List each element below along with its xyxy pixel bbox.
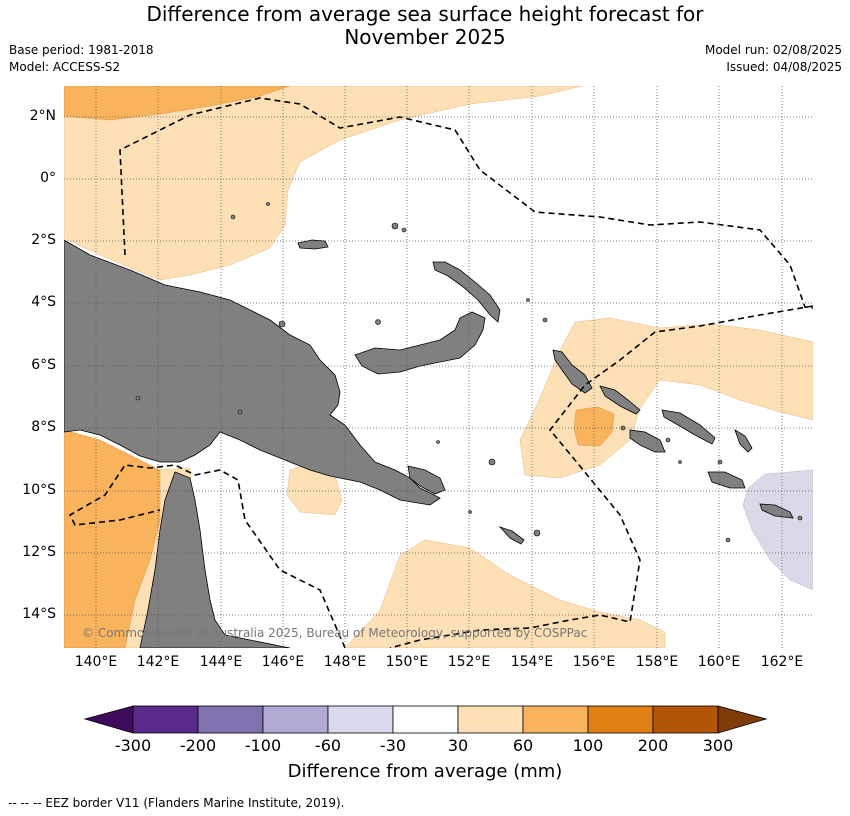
colorbar-bin-3 (262, 705, 329, 734)
title-line-1: Difference from average sea surface heig… (146, 2, 704, 26)
graticule (64, 86, 813, 648)
chart-title: Difference from average sea surface heig… (0, 3, 850, 49)
colorbar-bin-6 (457, 705, 524, 734)
land-choiseul (599, 385, 641, 415)
small-islands (135, 202, 803, 543)
anomaly-region-south (344, 539, 666, 648)
anomaly-region-north (64, 86, 583, 281)
issued-date: Issued: 04/08/2025 (726, 60, 842, 74)
land-new-ireland (432, 261, 501, 323)
lat-label: 4°S (31, 294, 56, 310)
lon-label: 140°E (74, 654, 118, 670)
lat-label: 10°S (22, 482, 56, 498)
meta-right: Model run: 02/08/2025 Issued: 04/08/2025 (705, 42, 842, 76)
base-period: Base period: 1981-2018 (9, 43, 154, 57)
colorbar-tick: 30 (447, 736, 469, 755)
lon-label: 148°E (323, 654, 367, 670)
lon-label: 160°E (697, 654, 741, 670)
copyright-notice: © Commonwealth of Australia 2025, Bureau… (82, 626, 588, 640)
meta-left: Base period: 1981-2018 Model: ACCESS-S2 (9, 42, 154, 76)
title-line-2: November 2025 (344, 25, 506, 49)
model-run: Model run: 02/08/2025 (704, 43, 842, 57)
land-new-guinea (64, 239, 441, 506)
colorbar-bin-1 (132, 705, 199, 734)
land-new-britain (354, 311, 486, 375)
anomaly-strong-north (64, 86, 291, 121)
colorbar-bin-8 (587, 705, 654, 734)
lon-label: 144°E (199, 654, 243, 670)
colorbar-extend-high (717, 705, 768, 734)
lat-label: 0° (40, 170, 56, 186)
lat-label: 2°N (29, 108, 56, 124)
land-cape-york (139, 471, 291, 648)
map-area (64, 86, 813, 648)
lon-label: 146°E (261, 654, 305, 670)
colorbar-tick: 60 (512, 736, 534, 755)
eez-legend-note: -- -- -- EEZ border V11 (Flanders Marine… (8, 796, 345, 810)
lon-label: 150°E (385, 654, 429, 670)
anomaly-negative-east (742, 469, 813, 591)
colorbar-tick: -300 (114, 736, 152, 755)
lat-label: 2°S (31, 232, 56, 248)
land-guadalcanal (629, 429, 666, 453)
lon-label: 162°E (760, 654, 804, 670)
colorbar-bin-2 (197, 705, 264, 734)
lat-label: 14°S (22, 606, 56, 622)
lat-label: 12°S (22, 544, 56, 560)
eez-borders (68, 97, 813, 648)
lon-label: 158°E (635, 654, 679, 670)
colorbar-bin-9 (652, 705, 719, 734)
lon-label: 152°E (447, 654, 491, 670)
colorbar-tick: -200 (179, 736, 217, 755)
land-santa-isabel (661, 409, 716, 445)
land-manus (297, 239, 329, 250)
land-rennell (759, 503, 794, 519)
lon-label: 154°E (510, 654, 554, 670)
colorbar-title: Difference from average (mm) (287, 761, 563, 782)
colorbar-tick: -100 (244, 736, 282, 755)
colorbar-tick: 100 (572, 736, 604, 755)
land-louisiade (498, 526, 525, 545)
land-dentrecasteaux (407, 465, 446, 495)
anomaly-strong-west (64, 429, 161, 648)
colorbar-tick: 300 (702, 736, 734, 755)
land-malaita (734, 429, 753, 453)
lon-label: 142°E (136, 654, 180, 670)
lon-label: 156°E (572, 654, 616, 670)
colorbar-tick: -30 (379, 736, 407, 755)
anomaly-strong-east (573, 406, 615, 447)
colorbar-extend-low (83, 705, 134, 734)
land-bougainville (552, 349, 593, 394)
colorbar-bin-4 (327, 705, 394, 734)
lat-label: 8°S (31, 419, 56, 435)
colorbar-tick: 200 (637, 736, 669, 755)
lat-label: 6°S (31, 357, 56, 373)
colorbar-tick: -60 (314, 736, 342, 755)
colorbar-bin-7 (522, 705, 589, 734)
colorbar (83, 705, 768, 734)
land-makira (707, 471, 746, 489)
colorbar-bin-5 (392, 705, 459, 734)
model-name: Model: ACCESS-S2 (9, 60, 121, 74)
